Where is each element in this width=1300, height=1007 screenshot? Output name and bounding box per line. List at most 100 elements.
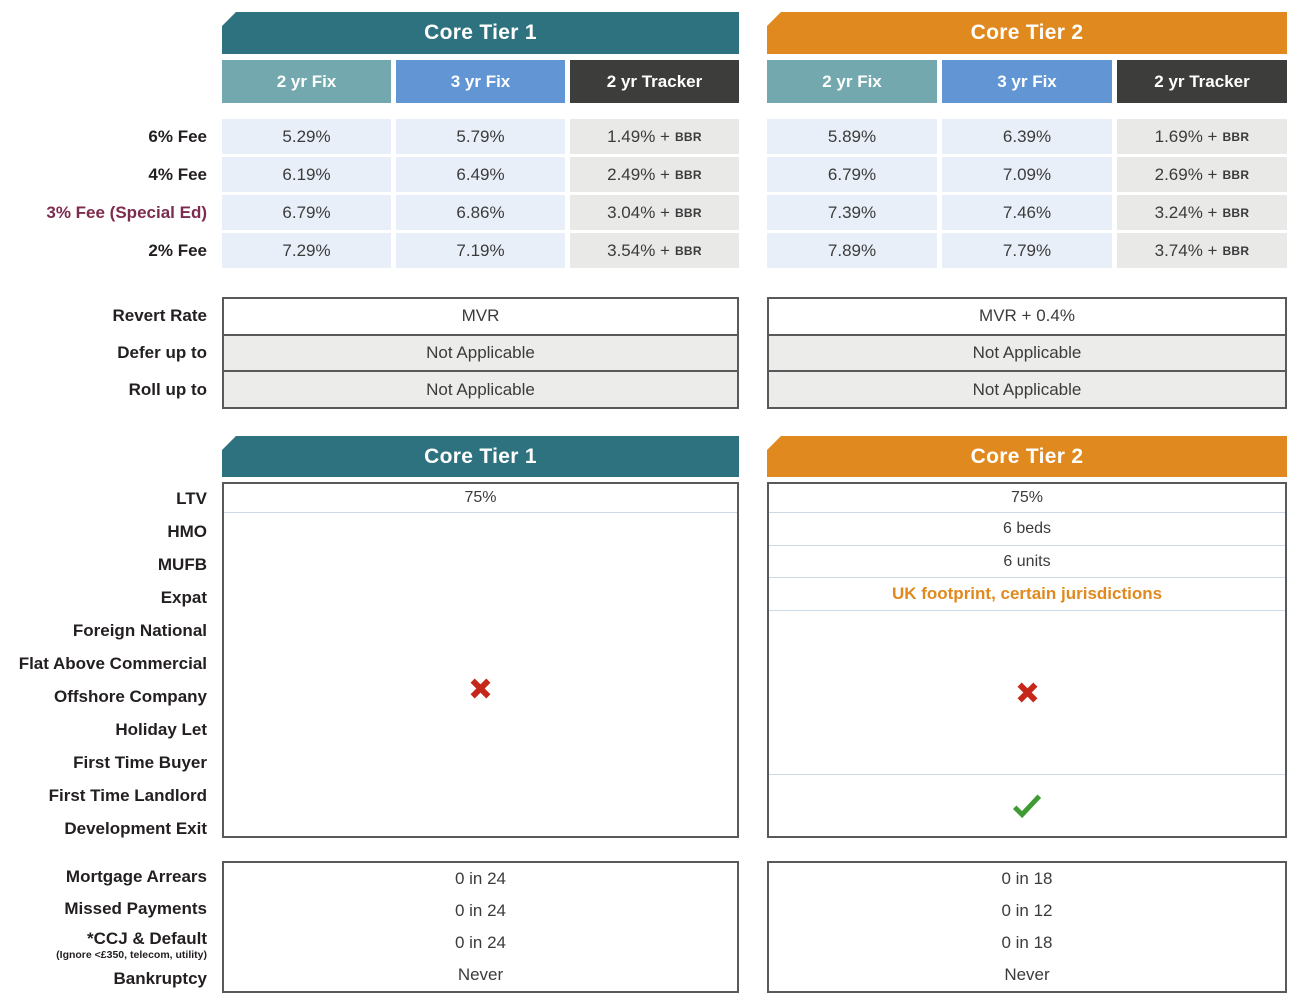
not-available-area xyxy=(224,513,737,836)
roll-up-to-value: Not Applicable xyxy=(224,370,737,408)
rate-cell: 2.49% + BBR xyxy=(570,157,739,192)
missed-payments-value: 0 in 12 xyxy=(1001,901,1053,920)
tracker-rate: 3.54% + xyxy=(607,240,670,260)
rate-row: 5.89% 6.39% 1.69% + BBR xyxy=(767,119,1287,154)
mortgage-arrears-value: 0 in 24 xyxy=(454,869,507,888)
core-tier-1-criteria-box: 75% xyxy=(222,482,739,838)
core-tier-2-rate-table: Core Tier 2 xyxy=(767,12,1287,54)
core-tier-2-column-headers: 2 yr Fix 3 yr Fix 2 yr Tracker xyxy=(767,60,1287,103)
rate-cell: 3.54% + BBR xyxy=(570,233,739,268)
mortgage-arrears-label: Mortgage Arrears xyxy=(65,867,207,886)
rate-cell: 1.49% + BBR xyxy=(570,119,739,154)
rate-cell: 7.09% xyxy=(942,157,1112,192)
expat-label: Expat xyxy=(160,588,207,607)
bbr-suffix: BBR xyxy=(674,129,702,144)
ltv-label: LTV xyxy=(176,489,207,508)
cross-icon xyxy=(224,675,737,707)
bankruptcy-value: Never xyxy=(1004,965,1050,984)
rate-cell: 7.39% xyxy=(767,195,937,230)
tracker-rate: 3.04% + xyxy=(607,202,670,222)
bbr-suffix: BBR xyxy=(1222,167,1250,182)
mortgage-arrears-value: 0 in 18 xyxy=(1001,869,1053,888)
rate-cell: 6.39% xyxy=(942,119,1112,154)
revert-rate-label: Revert Rate xyxy=(112,306,208,325)
bbr-suffix: BBR xyxy=(674,243,702,258)
core-tier-2-criteria-box: 75% 6 beds 6 units UK footprint, certain… xyxy=(767,482,1287,838)
core-tier-1-history-box: 0 in 24 0 in 24 0 in 24 Never xyxy=(222,861,739,993)
ltv-value: 75% xyxy=(224,484,737,513)
available-area xyxy=(769,775,1285,836)
bbr-suffix: BBR xyxy=(674,205,702,220)
rate-row: 6.79% 7.09% 2.69% + BBR xyxy=(767,157,1287,192)
hmo-value: 6 beds xyxy=(769,513,1285,546)
roll-up-to-label: Roll up to xyxy=(128,380,207,399)
rate-cell: 6.19% xyxy=(222,157,391,192)
development-exit-label: Development Exit xyxy=(64,819,207,838)
core-tier-1-criteria-header: Core Tier 1 xyxy=(222,436,739,477)
tracker-rate: 3.24% + xyxy=(1154,202,1218,222)
bbr-suffix: BBR xyxy=(1222,243,1250,258)
hmo-label: HMO xyxy=(167,522,207,541)
tracker-rate: 2.49% + xyxy=(607,164,670,184)
tier-title: Core Tier 2 xyxy=(970,444,1084,468)
ccj-default-label-text: *CCJ & Default xyxy=(87,929,207,948)
fee-row-label-3pct-special: 3% Fee (Special Ed) xyxy=(46,203,207,222)
column-header-3yr-fix: 3 yr Fix xyxy=(942,60,1112,103)
core-tier-2-rate-rows: 5.89% 6.39% 1.69% + BBR 6.79% 7.09% 2.69%… xyxy=(767,119,1287,268)
flat-above-commercial-label: Flat Above Commercial xyxy=(18,654,207,673)
rate-row: 7.39% 7.46% 3.24% + BBR xyxy=(767,195,1287,230)
rate-row: 6.79% 6.86% 3.04% + BBR xyxy=(222,195,739,230)
rate-cell: 1.69% + BBR xyxy=(1117,119,1287,154)
ccj-default-label: *CCJ & Default (Ignore <£350, telecom, u… xyxy=(0,925,207,965)
core-tier-1-column-headers: 2 yr Fix 3 yr Fix 2 yr Tracker xyxy=(222,60,739,103)
missed-payments-label: Missed Payments xyxy=(64,899,207,918)
first-time-buyer-label: First Time Buyer xyxy=(73,753,207,772)
core-tier-2-history-box: 0 in 18 0 in 12 0 in 18 Never xyxy=(767,861,1287,993)
bbr-suffix: BBR xyxy=(1222,129,1250,144)
rate-cell: 5.29% xyxy=(222,119,391,154)
column-header-2yr-tracker: 2 yr Tracker xyxy=(1117,60,1287,103)
foreign-national-label: Foreign National xyxy=(72,621,207,640)
column-header-2yr-fix: 2 yr Fix xyxy=(767,60,937,103)
mufb-label: MUFB xyxy=(157,555,207,574)
rate-cell: 7.46% xyxy=(942,195,1112,230)
rate-cell: 7.29% xyxy=(222,233,391,268)
ltv-value: 75% xyxy=(769,484,1285,513)
rate-cell: 2.69% + BBR xyxy=(1117,157,1287,192)
core-tier-1-revert-box: MVR Not Applicable Not Applicable xyxy=(222,297,739,409)
rate-cell: 7.19% xyxy=(396,233,565,268)
fee-row-label-4pct: 4% Fee xyxy=(148,165,207,184)
not-available-area xyxy=(769,611,1285,775)
defer-up-to-value: Not Applicable xyxy=(769,333,1285,371)
rate-cell: 6.79% xyxy=(767,157,937,192)
revert-row-labels: Revert Rate Defer up to Roll up to xyxy=(0,297,208,408)
column-header-2yr-fix: 2 yr Fix xyxy=(222,60,391,103)
check-icon xyxy=(1011,793,1043,819)
bankruptcy-label: Bankruptcy xyxy=(113,969,207,988)
rate-row: 7.89% 7.79% 3.74% + BBR xyxy=(767,233,1287,268)
tracker-rate: 1.69% + xyxy=(1154,126,1218,146)
roll-up-to-value: Not Applicable xyxy=(769,370,1285,408)
revert-rate-value: MVR + 0.4% xyxy=(979,306,1075,326)
core-tier-2-revert-box: MVR + 0.4% Not Applicable Not Applicable xyxy=(767,297,1287,409)
rate-cell: 3.04% + BBR xyxy=(570,195,739,230)
ccj-default-value: 0 in 18 xyxy=(1001,933,1053,952)
core-tier-2-header: Core Tier 2 xyxy=(767,12,1287,54)
rate-row: 6.19% 6.49% 2.49% + BBR xyxy=(222,157,739,192)
missed-payments-value: 0 in 24 xyxy=(454,901,507,920)
defer-up-to-value: Not Applicable xyxy=(224,333,737,371)
core-tier-2-criteria-header: Core Tier 2 xyxy=(767,436,1287,477)
tracker-rate: 2.69% + xyxy=(1154,164,1218,184)
bankruptcy-value: Never xyxy=(457,965,504,984)
rate-cell: 5.79% xyxy=(396,119,565,154)
column-header-2yr-tracker: 2 yr Tracker xyxy=(570,60,739,103)
offshore-company-label: Offshore Company xyxy=(53,687,207,706)
rate-cell: 6.79% xyxy=(222,195,391,230)
rate-cell: 5.89% xyxy=(767,119,937,154)
revert-rate-value: MVR xyxy=(461,306,500,326)
rate-cell: 6.86% xyxy=(396,195,565,230)
rate-cell: 3.74% + BBR xyxy=(1117,233,1287,268)
fee-row-labels: 6% Fee 4% Fee 3% Fee (Special Ed) 2% Fee xyxy=(0,119,207,268)
criteria-row-labels: LTV HMO MUFB Expat Foreign National Flat… xyxy=(0,482,207,845)
rate-cell: 7.89% xyxy=(767,233,937,268)
